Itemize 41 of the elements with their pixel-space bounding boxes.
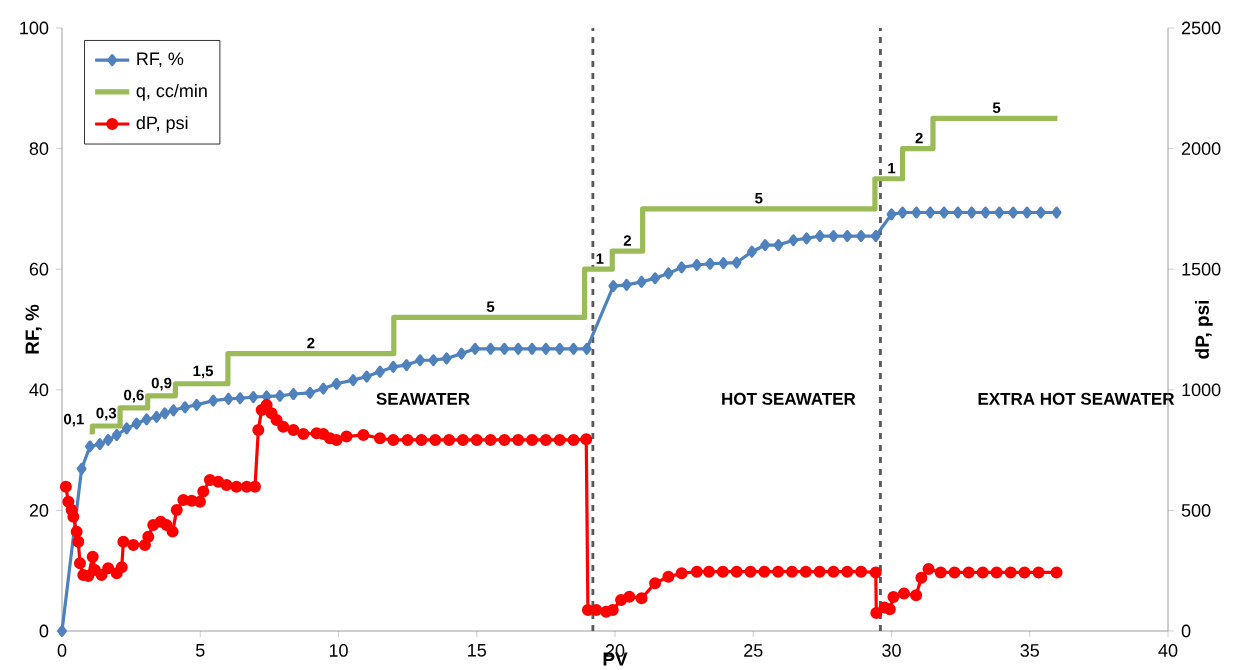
annotation: 1 [888, 163, 896, 174]
y-tick-label: 60 [29, 262, 49, 276]
y-tick-label: 40 [29, 383, 49, 397]
annotation: HOT SEAWATER [722, 392, 856, 405]
legend-label: dP, psi [136, 115, 188, 133]
annotation: 0,9 [151, 377, 172, 391]
annotation: SEAWATER [376, 392, 470, 405]
annotation: 5 [486, 301, 495, 313]
x-tick-label: 10 [329, 644, 348, 657]
annotation: 5 [755, 193, 763, 204]
annotation: 1 [596, 253, 604, 264]
annotation: 0,6 [124, 389, 144, 403]
annotation: 0,1 [63, 413, 84, 427]
y-tick-label: 0 [39, 624, 49, 638]
legend-label: RF, % [137, 52, 184, 68]
x-tick-label: 30 [882, 644, 901, 657]
y2-tick-label: 2500 [1181, 21, 1221, 35]
x-tick-label: 40 [1158, 644, 1178, 657]
x-tick-label: 0 [57, 644, 67, 657]
y2-tick-label: 500 [1181, 504, 1211, 517]
x-tick-label: 5 [195, 644, 205, 657]
legend-label: q, cc/min [136, 83, 207, 101]
y-tick-label: 20 [29, 504, 49, 517]
annotation: 2 [915, 132, 923, 144]
y2-tick-label: 1500 [1182, 262, 1221, 276]
y2-tick-label: 0 [1181, 624, 1191, 638]
annotation: 5 [992, 102, 1001, 114]
y2-tick-label: 1000 [1182, 383, 1221, 397]
annotation: 2 [307, 337, 315, 349]
x-tick-label: 35 [1020, 644, 1039, 657]
y2-tick-label: 2000 [1181, 142, 1221, 155]
annotation: 1,5 [193, 365, 214, 379]
x-tick-label: 25 [744, 644, 763, 657]
x-tick-label: 15 [468, 644, 486, 657]
y-tick-label: 80 [29, 142, 49, 155]
y-axis-title: RF, % [25, 304, 42, 354]
y-tick-label: 100 [20, 21, 49, 35]
annotation: EXTRA HOT SEAWATER [978, 392, 1175, 405]
y2-axis-title: dP, psi [1194, 300, 1213, 359]
annotation: 2 [623, 235, 632, 246]
annotation: 0,3 [96, 407, 117, 421]
